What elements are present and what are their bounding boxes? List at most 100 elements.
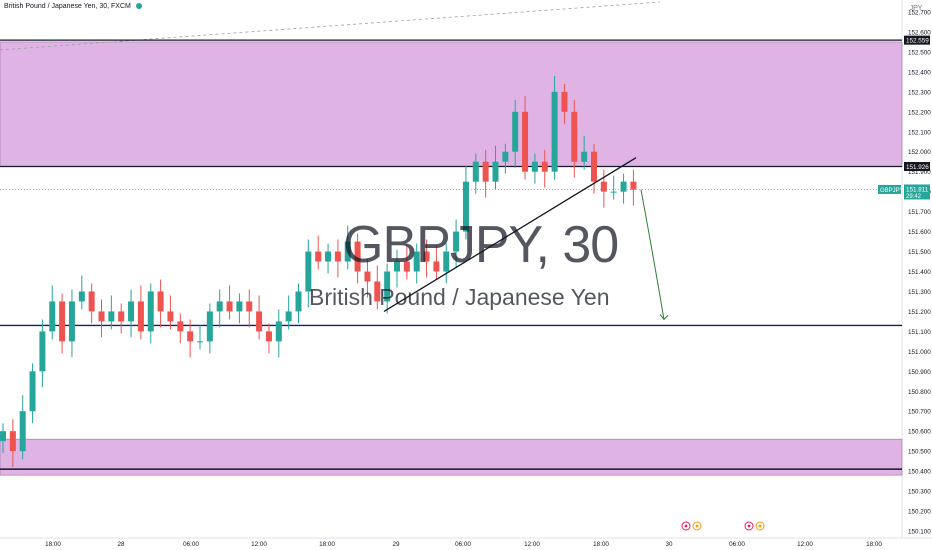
- x-tick-label: 28: [117, 541, 125, 548]
- candle-body: [413, 251, 420, 272]
- candle-body: [236, 301, 243, 312]
- y-tick-label: 150.600: [908, 429, 931, 436]
- y-tick-label: 150.700: [908, 409, 931, 416]
- y-tick-label: 152.400: [908, 69, 931, 76]
- y-tick-label: 152.300: [908, 89, 931, 96]
- candle-body: [364, 271, 371, 282]
- candle-body: [118, 311, 125, 322]
- candle-body: [78, 291, 85, 302]
- y-tick-label: 150.900: [908, 369, 931, 376]
- candle-body: [423, 251, 430, 262]
- zone-supply: [0, 41, 903, 167]
- currency-button[interactable]: JPY: [909, 5, 923, 12]
- candle-body: [68, 301, 75, 342]
- candle-body: [167, 311, 174, 322]
- candle-body: [246, 301, 253, 312]
- candle-body: [522, 111, 529, 172]
- candle-body: [630, 181, 637, 190]
- y-tick-label: 151.400: [908, 269, 931, 276]
- y-tick-label: 152.700: [908, 10, 931, 17]
- x-tick-label: 30: [665, 541, 673, 548]
- y-tick-label: 151.500: [908, 249, 931, 256]
- candle-body: [216, 301, 223, 312]
- candle-body: [49, 301, 56, 332]
- y-tick-label: 150.200: [908, 509, 931, 516]
- y-tick-label: 150.800: [908, 389, 931, 396]
- candle-body: [226, 301, 233, 312]
- y-tick-label: 151.000: [908, 349, 931, 356]
- candle-body: [305, 251, 312, 292]
- candle-body: [0, 431, 6, 442]
- trendline: [383, 157, 637, 312]
- x-tick-label: 18:00: [319, 541, 335, 548]
- candle-body: [19, 411, 26, 452]
- y-tick-label: 150.400: [908, 469, 931, 476]
- candle-body: [462, 181, 469, 232]
- candle-body: [256, 311, 263, 332]
- x-tick-label: 18:00: [866, 541, 882, 548]
- event-icon-dot: [684, 524, 688, 528]
- x-tick-label: 18:00: [593, 541, 609, 548]
- x-tick-label: 06:00: [183, 541, 199, 548]
- candle-body: [403, 261, 410, 272]
- price-tag-top-bg: [904, 35, 930, 45]
- price-tag-zone: 151.926: [906, 164, 929, 171]
- candle-body: [600, 181, 607, 192]
- y-tick-label: 151.300: [908, 289, 931, 296]
- candle-body: [137, 301, 144, 332]
- countdown-label: 29:42: [906, 194, 922, 200]
- candle-body: [581, 151, 588, 162]
- y-tick-label: 151.200: [908, 309, 931, 316]
- candle-body: [9, 431, 16, 452]
- candle-body: [147, 291, 154, 332]
- market-open-dot-icon: [135, 3, 142, 9]
- candle-body: [29, 371, 36, 412]
- candle-body: [482, 161, 489, 182]
- candle-body: [394, 261, 400, 272]
- x-tick-label: 06:00: [729, 541, 745, 548]
- x-tick-label: 12:00: [251, 541, 267, 548]
- x-tick-label: 12:00: [797, 541, 813, 548]
- candle-body: [492, 161, 499, 182]
- candle-body: [433, 261, 440, 272]
- candle-body: [265, 331, 272, 342]
- candle-body: [374, 281, 381, 302]
- y-tick-label: 151.900: [908, 169, 931, 176]
- symbol-title: British Pound / Japanese Yen, 30, FXCM: [4, 3, 131, 10]
- candle-body: [620, 181, 627, 192]
- y-tick-label: 150.500: [908, 449, 931, 456]
- y-tick-label: 151.600: [908, 229, 931, 236]
- candle-body: [98, 311, 105, 322]
- candle-body: [39, 331, 46, 372]
- candle-body: [177, 321, 184, 332]
- candle-body: [108, 311, 115, 322]
- y-tick-label: 152.500: [908, 49, 931, 56]
- candle-body: [187, 331, 194, 342]
- candle-body: [502, 151, 509, 162]
- x-tick-label: 06:00: [455, 541, 471, 548]
- symbol-tag-bg: [878, 184, 901, 194]
- candle-body: [551, 91, 558, 172]
- y-tick-label: 150.300: [908, 489, 931, 496]
- watermark-symbol: GBPJPY, 30: [343, 216, 619, 274]
- candle-body: [453, 231, 460, 252]
- channel-line: [0, 1, 661, 51]
- symbol-header: British Pound / Japanese Yen, 30, FXCM: [4, 3, 142, 10]
- candle-body: [334, 251, 341, 262]
- candle-body: [157, 291, 164, 312]
- symbol-tag: GBPJPY: [880, 188, 904, 194]
- candle-body: [315, 251, 322, 262]
- candle-body: [541, 161, 548, 172]
- candle-body: [610, 191, 617, 193]
- x-tick-label: 18:00: [45, 541, 61, 548]
- candle-body: [561, 91, 568, 112]
- candle-body: [384, 271, 391, 302]
- candle-body: [325, 251, 332, 262]
- y-tick-label: 151.700: [908, 209, 931, 216]
- candle-body: [512, 111, 519, 152]
- candle-body: [531, 161, 538, 172]
- candle-body: [344, 241, 351, 262]
- candle-body: [206, 311, 213, 342]
- y-tick-label: 152.600: [908, 29, 931, 36]
